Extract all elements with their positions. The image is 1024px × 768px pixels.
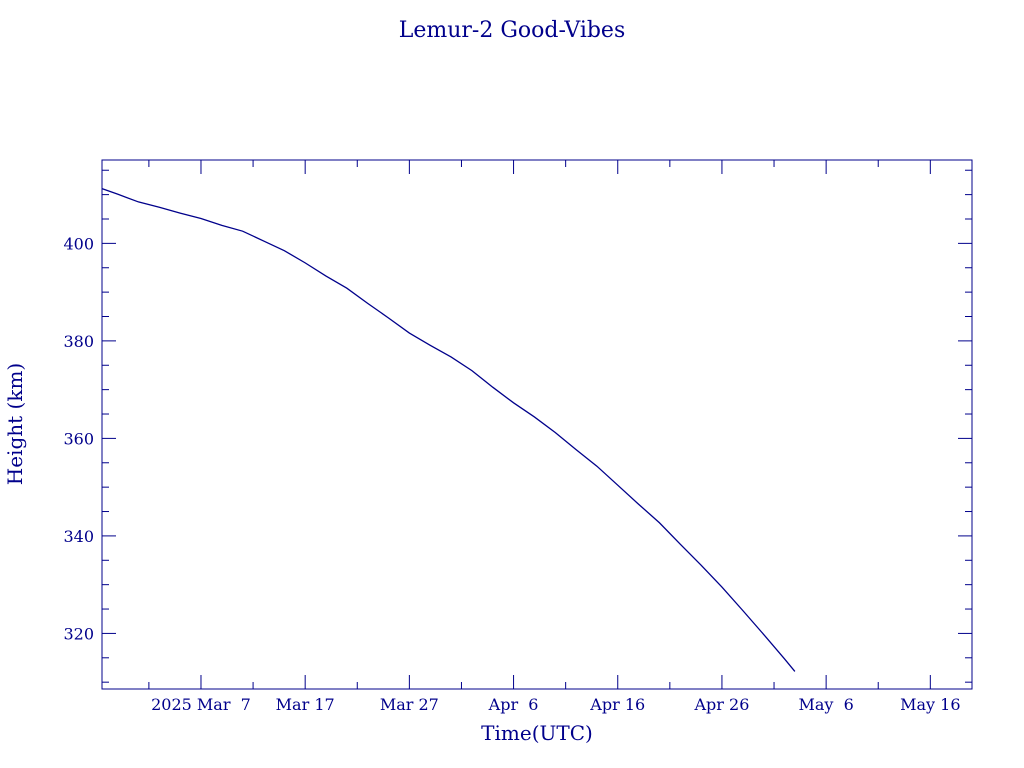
chart-title: Lemur-2 Good-Vibes [399,18,626,43]
x-tick-label: Apr 6 [488,695,539,714]
y-tick-label: 360 [63,429,94,448]
y-tick-label: 340 [63,527,94,546]
x-tick-label: May 16 [900,695,960,714]
x-tick-label: Mar 17 [276,695,335,714]
x-tick-label: Apr 16 [589,695,645,714]
plot-frame [101,159,973,690]
y-tick-label: 380 [63,332,94,351]
x-tick-label: 2025 Mar 7 [151,695,251,714]
height-series-line [101,188,796,672]
y-tick-label: 400 [63,234,94,253]
y-axis-ticks: 320 340 360 380 400 [63,169,972,683]
y-tick-label: 320 [63,624,94,643]
x-tick-label: Mar 27 [380,695,439,714]
y-axis-label: Height (km) [3,363,27,485]
x-tick-label: May 6 [798,695,853,714]
x-axis-ticks: 2025 Mar 7 Mar 17 Mar 27 Apr 6 Apr 16 Apr 26 M… [148,160,961,714]
x-axis-label: Time(UTC) [481,721,593,745]
x-tick-label: Apr 26 [693,695,749,714]
